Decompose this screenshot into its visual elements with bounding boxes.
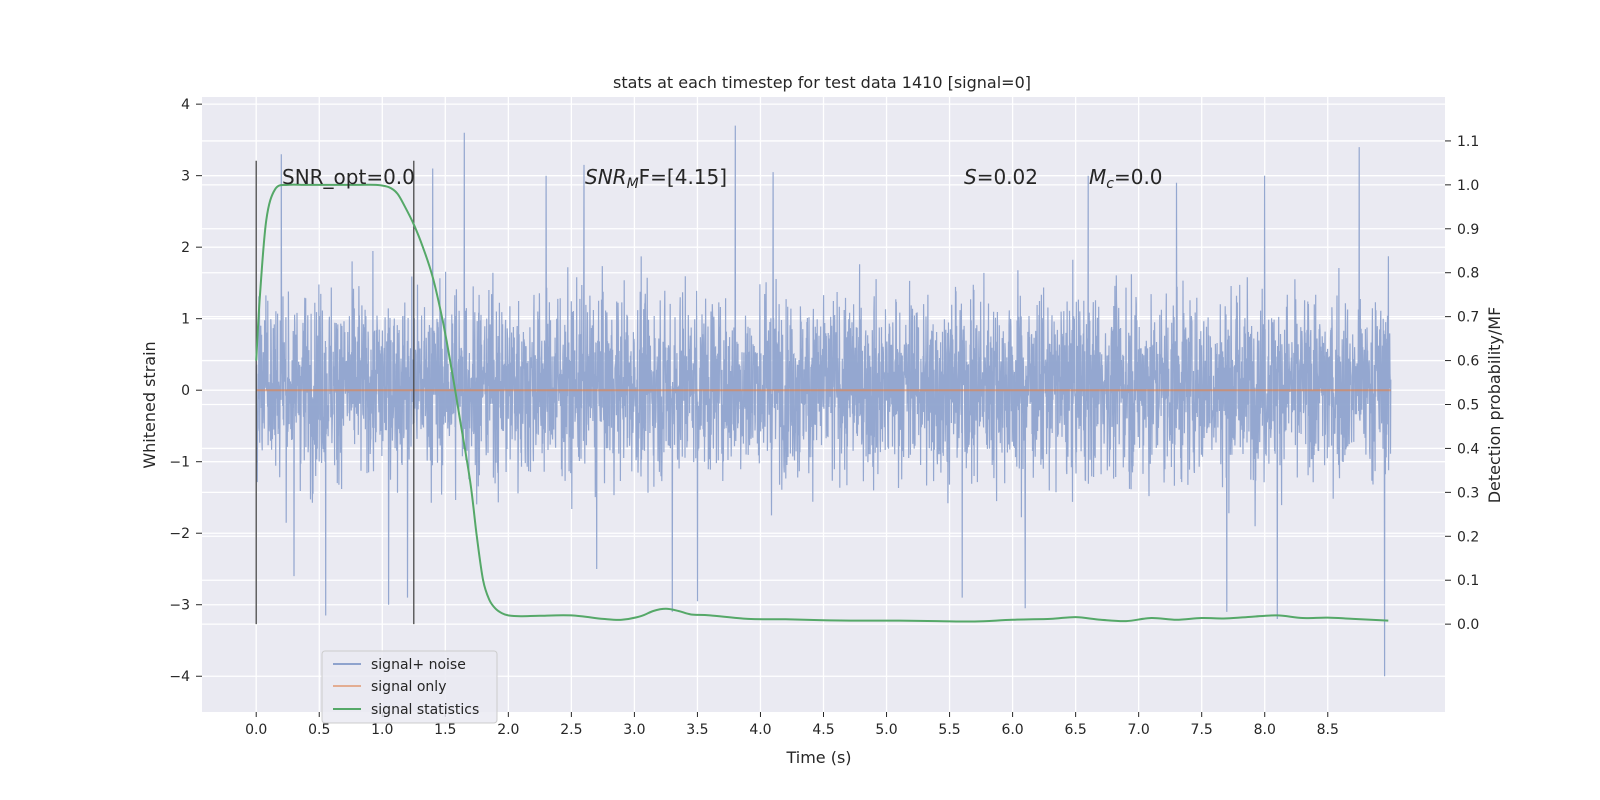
y-left-tick-label: −3 xyxy=(169,598,190,614)
annotation-mc-tail: =0.0 xyxy=(1114,165,1163,189)
annotation-mc: Mc=0.0 xyxy=(1089,165,1163,192)
legend-label-signal-only: signal only xyxy=(371,679,446,695)
y-right-tick-label: 1.0 xyxy=(1457,178,1479,194)
y-left-tick-labels: −4 −3 −2 −1 0 1 2 3 4 xyxy=(169,97,202,685)
y-right-tick-label: 0.8 xyxy=(1457,266,1479,282)
legend: signal+ noise signal only signal statist… xyxy=(321,650,498,724)
x-tick-label: 5.0 xyxy=(875,722,897,738)
legend-label-signal-statistics: signal statistics xyxy=(371,702,479,718)
y-left-axis-label: Whitened strain xyxy=(140,341,159,468)
x-tick-label: 0.5 xyxy=(308,722,330,738)
annotation-s-tail: =0.02 xyxy=(977,165,1038,189)
x-tick-label: 6.0 xyxy=(1001,722,1023,738)
x-tick-label: 1.0 xyxy=(371,722,393,738)
annotation-s-main: S xyxy=(964,165,977,189)
y-right-tick-label: 0.9 xyxy=(1457,222,1479,238)
y-right-tick-labels: 0.0 0.1 0.2 0.3 0.4 0.5 0.6 0.7 0.8 0.9 1.0 1.1 xyxy=(1445,134,1479,633)
x-tick-label: 3.0 xyxy=(623,722,645,738)
x-tick-label: 2.0 xyxy=(497,722,519,738)
series-line-signal-noise xyxy=(255,125,1392,677)
x-tick-label: 7.5 xyxy=(1191,722,1213,738)
annotation-snr-mf: SNRMF=[4.15] xyxy=(585,165,727,192)
legend-label-signal-noise: signal+ noise xyxy=(371,657,466,673)
y-right-tick-label: 0.2 xyxy=(1457,529,1479,545)
annotation-snr-mf-main: SNR xyxy=(585,165,627,189)
annotation-snr-mf-sub: M xyxy=(627,176,639,192)
x-tick-label: 4.5 xyxy=(812,722,834,738)
y-right-tick-label: 0.4 xyxy=(1457,441,1479,457)
series-signal-noise xyxy=(255,125,1392,677)
x-tick-label: 7.0 xyxy=(1128,722,1150,738)
x-tick-label: 5.5 xyxy=(938,722,960,738)
y-right-tick-label: 0.6 xyxy=(1457,354,1479,370)
series-signal-statistics xyxy=(255,183,1389,623)
series-line-signal-statistics xyxy=(255,183,1389,623)
y-left-tick-label: −1 xyxy=(169,455,190,471)
x-tick-label: 0.0 xyxy=(245,722,267,738)
annotation-snr-opt: SNR_opt=0.0 xyxy=(282,165,415,189)
annotation-snr-mf-tail: F=[4.15] xyxy=(639,165,727,189)
annotation-s: S=0.02 xyxy=(964,165,1038,189)
y-left-tick-label: −4 xyxy=(169,669,190,685)
x-tick-label: 8.0 xyxy=(1254,722,1276,738)
y-right-tick-label: 0.7 xyxy=(1457,310,1479,326)
x-tick-label: 8.5 xyxy=(1317,722,1339,738)
annotation-mc-sub: c xyxy=(1106,176,1114,192)
y-right-axis-label: Detection probability/MF xyxy=(1485,307,1504,504)
x-tick-label: 3.5 xyxy=(686,722,708,738)
y-right-tick-label: 0.0 xyxy=(1457,617,1479,633)
y-left-tick-label: 0 xyxy=(181,383,190,399)
y-right-tick-label: 1.1 xyxy=(1457,134,1479,150)
vertical-markers xyxy=(255,160,415,625)
y-right-tick-label: 0.5 xyxy=(1457,398,1479,414)
x-tick-label: 2.5 xyxy=(560,722,582,738)
x-axis-label: Time (s) xyxy=(785,748,851,767)
x-tick-label: 1.5 xyxy=(434,722,456,738)
legend-box xyxy=(321,650,498,724)
x-tick-label: 4.0 xyxy=(749,722,771,738)
x-tick-label: 6.5 xyxy=(1064,722,1086,738)
chart-title: stats at each timestep for test data 141… xyxy=(613,73,1031,92)
y-left-tick-label: −2 xyxy=(169,526,190,542)
y-left-tick-label: 4 xyxy=(181,97,190,113)
y-left-tick-label: 2 xyxy=(181,240,190,256)
y-left-tick-label: 1 xyxy=(181,312,190,328)
y-left-tick-label: 3 xyxy=(181,169,190,185)
annotation-mc-main: M xyxy=(1089,165,1106,189)
x-tick-labels: 0.0 0.5 1.0 1.5 2.0 2.5 3.0 3.5 4.0 4.5 5.0 5.5 6.0 6… xyxy=(245,712,1339,738)
y-right-tick-label: 0.1 xyxy=(1457,573,1479,589)
y-right-tick-label: 0.3 xyxy=(1457,485,1479,501)
